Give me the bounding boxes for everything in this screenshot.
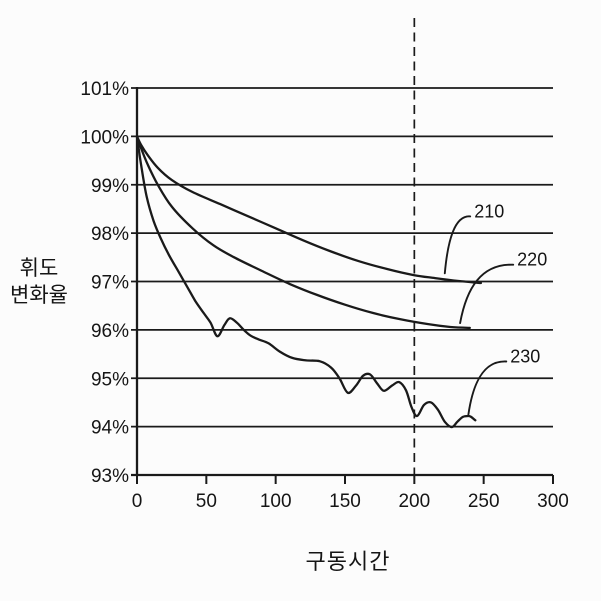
leader-line-220 xyxy=(459,263,515,325)
curve-230 xyxy=(135,135,477,429)
x-tick-label-100: 100 xyxy=(260,491,292,512)
x-tick-label-0: 0 xyxy=(132,491,143,512)
curve-220 xyxy=(135,135,471,330)
y-tick-label-99: 99% xyxy=(91,176,129,197)
series-label-230: 230 xyxy=(510,346,540,366)
y-tick-label-94: 94% xyxy=(91,418,129,439)
y-tick-label-100: 100% xyxy=(80,127,129,148)
y-tick-label-101: 101% xyxy=(80,79,129,100)
curve-210 xyxy=(135,135,483,285)
y-tick-label-93: 93% xyxy=(91,466,129,487)
y-tick-label-97: 97% xyxy=(91,273,129,294)
y-axis-title-line-2: 변화율 xyxy=(10,284,68,307)
y-tick-label-96: 96% xyxy=(91,321,129,342)
series-label-210: 210 xyxy=(474,201,504,221)
leader-line-230 xyxy=(467,360,508,416)
x-tick-label-150: 150 xyxy=(329,491,361,512)
x-tick-label-250: 250 xyxy=(468,491,500,512)
y-tick-label-98: 98% xyxy=(91,224,129,245)
y-tick-label-95: 95% xyxy=(91,369,129,390)
leader-line-210 xyxy=(443,215,472,275)
series-label-220: 220 xyxy=(517,250,547,270)
y-axis-title-line-1: 휘도 xyxy=(20,257,59,280)
x-tick-label-50: 50 xyxy=(196,491,217,512)
x-tick-label-200: 200 xyxy=(398,491,430,512)
x-tick-label-300: 300 xyxy=(537,491,569,512)
x-axis-title: 구동시간 xyxy=(306,549,391,574)
